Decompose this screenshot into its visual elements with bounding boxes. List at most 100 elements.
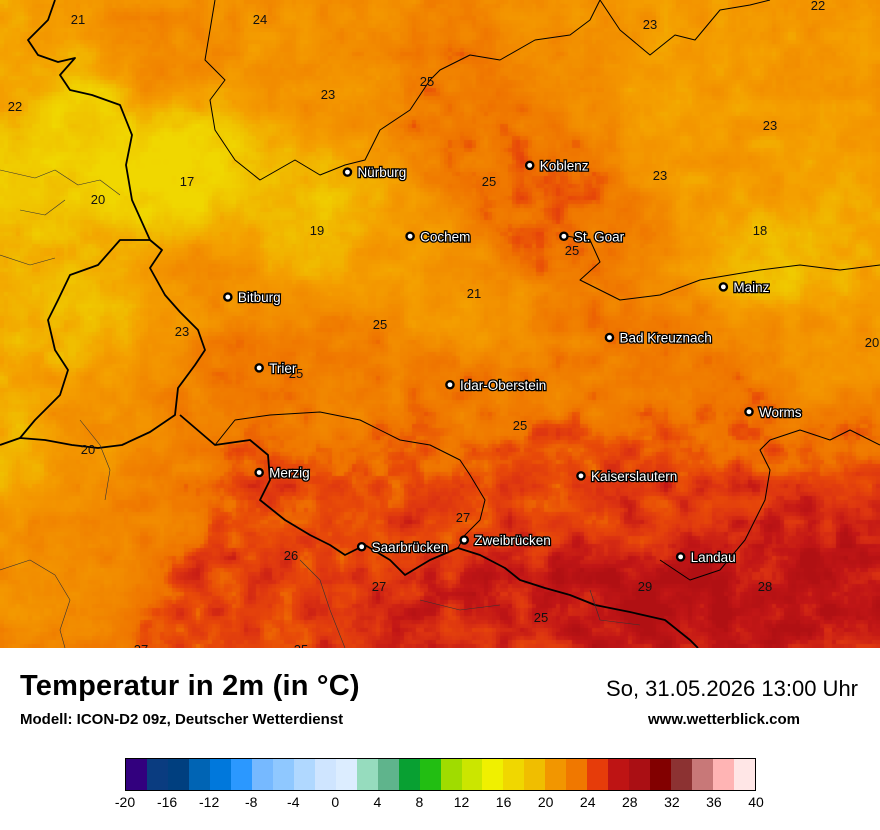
city-label: Cochem <box>420 229 470 244</box>
city-dot <box>604 332 615 343</box>
colorbar-segment <box>650 759 672 790</box>
colorbar-segment <box>209 759 231 790</box>
colorbar-segment <box>629 759 651 790</box>
model-info: Modell: ICON-D2 09z, Deutscher Wetterdie… <box>20 711 344 728</box>
state-border-rhein <box>559 234 880 301</box>
isotherm-label: 25 <box>513 418 527 433</box>
footer: Temperatur in 2m (in °C) Modell: ICON-D2… <box>0 648 880 830</box>
colorbar-tick-label: 20 <box>537 794 554 810</box>
colorbar-segment <box>188 759 210 790</box>
isotherm-label: 23 <box>175 324 189 339</box>
isotherm-label: 25 <box>482 174 496 189</box>
colorbar-tick-label: 28 <box>622 794 638 810</box>
country-border-belgium <box>19 239 150 439</box>
colorbar-segment <box>377 759 399 790</box>
colorbar-tick-label: -4 <box>287 794 300 810</box>
colorbar-segment <box>524 759 546 790</box>
colorbar-segment <box>587 759 609 790</box>
city-label: Landau <box>691 550 736 565</box>
city-marker: Koblenz <box>524 157 590 175</box>
city-marker: Merzig <box>254 464 311 482</box>
colorbar-segment <box>440 759 462 790</box>
city-label: St. Goar <box>574 229 625 244</box>
isotherm-label: 25 <box>294 642 308 648</box>
isotherm-label: 21 <box>467 286 481 301</box>
city-markers: Nürburg Koblenz Cochem St. Goar Mainz Bitburg… <box>223 157 803 566</box>
isotherm-label: 23 <box>653 168 667 183</box>
state-border-northwest <box>204 0 601 181</box>
colorbar-segment <box>692 759 714 790</box>
isotherm-labels: 21 24 22 23 22 25 23 23 17 20 25 23 19 18 25 21 20 23 25 25… <box>8 0 879 648</box>
city-dot <box>356 541 367 552</box>
isotherm-label: 24 <box>253 12 267 27</box>
city-label: Kaiserslautern <box>591 469 677 484</box>
colorbar-tick-label: 24 <box>579 794 596 810</box>
colorbar-tick-label: 8 <box>415 794 424 810</box>
city-dot <box>718 282 729 292</box>
city-label: Merzig <box>269 466 310 481</box>
temperature-colorbar <box>125 758 756 791</box>
colorbar-tick-label: -8 <box>244 794 258 810</box>
map-title: Temperatur in 2m (in °C) <box>20 670 360 702</box>
city-marker: Idar-Oberstein <box>445 376 548 394</box>
isotherm-label: 22 <box>8 99 22 114</box>
isotherm-label: 27 <box>134 642 148 648</box>
isotherm-label: 27 <box>372 579 386 594</box>
colorbar-segment <box>419 759 441 790</box>
colorbar-segment <box>734 759 756 790</box>
country-border-luxembourg <box>0 0 206 449</box>
city-dot <box>559 231 569 242</box>
city-dot <box>524 160 535 171</box>
isotherm-label: 22 <box>811 0 825 13</box>
isotherm-label: 27 <box>456 510 470 525</box>
colorbar-segment <box>671 759 693 790</box>
city-marker: St. Goar <box>559 228 626 246</box>
city-dot <box>445 379 455 390</box>
city-label: Mainz <box>733 280 769 295</box>
city-marker: Trier <box>254 360 298 377</box>
colorbar-segment <box>126 759 147 790</box>
city-marker: Kaiserslautern <box>576 468 679 485</box>
state-border-east <box>599 0 771 56</box>
city-dot <box>744 406 754 417</box>
city-label: Saarbrücken <box>372 540 449 555</box>
colorbar-segment <box>314 759 336 790</box>
colorbar-tick-label: 40 <box>748 794 764 810</box>
city-dot <box>342 167 353 177</box>
temperature-field <box>0 0 880 648</box>
city-dot <box>223 292 233 302</box>
city-label: Bad Kreuznach <box>619 331 711 346</box>
isotherm-label: 25 <box>289 366 303 381</box>
city-label: Zweibrücken <box>474 533 551 548</box>
city-marker: Landau <box>675 549 737 566</box>
isotherm-label: 25 <box>420 74 434 89</box>
colorbar-segment <box>482 759 504 790</box>
colorbar-segment <box>293 759 315 790</box>
isotherm-label: 25 <box>373 317 387 332</box>
isotherm-label: 23 <box>321 87 335 102</box>
colorbar-tick-label: 12 <box>453 794 470 810</box>
isotherm-label: 25 <box>534 610 548 625</box>
temperature-map: 21 24 22 23 22 25 23 23 17 20 25 23 19 18 25 21 20 23 25 25… <box>0 0 880 648</box>
city-marker: Saarbrücken <box>356 538 450 556</box>
isotherm-label: 25 <box>565 243 579 258</box>
isotherm-label: 26 <box>284 548 298 563</box>
isotherm-label: 20 <box>81 442 95 457</box>
isotherm-label: 20 <box>91 192 105 207</box>
colorbar-segment <box>503 759 525 790</box>
website-link[interactable]: www.wetterblick.com <box>648 711 800 728</box>
city-marker: Bad Kreuznach <box>604 329 713 347</box>
colorbar-segment <box>545 759 567 790</box>
isotherm-label: 23 <box>763 118 777 133</box>
colorbar-tick-label: -20 <box>114 794 136 810</box>
state-border-southeast <box>659 429 880 581</box>
city-label: Bitburg <box>238 290 281 305</box>
city-marker: Mainz <box>718 279 771 296</box>
state-border-saarland <box>214 411 486 549</box>
isotherm-label: 20 <box>865 335 879 350</box>
colorbar-segment <box>335 759 357 790</box>
isotherm-label: 29 <box>638 579 652 594</box>
colorbar-tick-label: 36 <box>706 794 722 810</box>
colorbar-tick-label: 16 <box>495 794 512 810</box>
borders-layer <box>0 0 880 648</box>
